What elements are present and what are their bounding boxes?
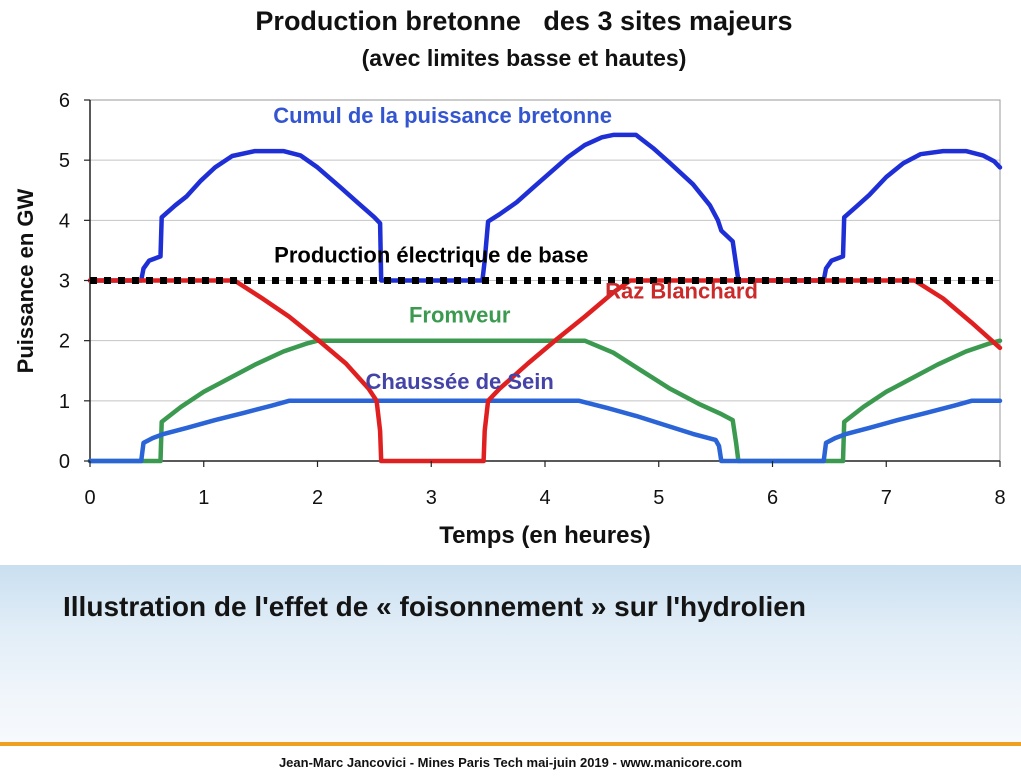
tick-labels: 0 1 2 3 4 5 6 7 8 0 1 2 3 4 5 6 — [59, 90, 1006, 509]
series-line-fromveur — [87, 338, 1003, 464]
series-line-cumul-de-la-puissance-bretonne — [87, 132, 1003, 283]
slide-caption: Illustration de l'effet de « foisonnemen… — [63, 591, 806, 622]
x-tick-label: 5 — [653, 487, 664, 509]
series-lines — [87, 132, 1003, 464]
chart-area: 0 1 2 3 4 5 6 7 8 0 1 2 3 4 5 6 Cumul de la puissance b… — [13, 6, 1006, 549]
annotation-fromveur: Fromveur — [409, 303, 511, 328]
y-tick-label: 5 — [59, 150, 70, 172]
y-tick-label: 1 — [59, 391, 70, 413]
annotation-production-electrique-de-base: Production électrique de base — [274, 242, 588, 267]
annotation-chaussee-de-sein: Chaussée de Sein — [366, 369, 554, 394]
x-tick-label: 2 — [312, 487, 323, 509]
y-tick-label: 6 — [59, 90, 70, 112]
annotation-cumul-de-la-puissance-bretonne: Cumul de la puissance bretonne — [273, 103, 612, 128]
x-tick-label: 6 — [767, 487, 778, 509]
y-axis-label: Puissance en GW — [13, 188, 38, 373]
x-tick-label: 0 — [84, 487, 95, 509]
chart-title: Production bretonne des 3 sites majeurs — [255, 6, 792, 36]
chart-svg: 0 1 2 3 4 5 6 7 8 0 1 2 3 4 5 6 Cumul de la puissance b… — [13, 6, 1006, 549]
y-tick-label: 3 — [59, 271, 70, 293]
series-line-chaussee-de-sein — [87, 398, 1003, 464]
y-tick-label: 4 — [59, 210, 70, 232]
x-tick-label: 8 — [994, 487, 1005, 509]
footer: Jean-Marc Jancovici - Mines Paris Tech m… — [0, 746, 1021, 776]
x-axis-label: Temps (en heures) — [439, 522, 651, 549]
x-tick-label: 7 — [881, 487, 892, 509]
caption-band: Illustration de l'effet de « foisonnemen… — [0, 565, 1021, 745]
x-tick-label: 1 — [198, 487, 209, 509]
series-annotations: Cumul de la puissance bretonne Production… — [273, 103, 758, 394]
y-tick-label: 2 — [59, 331, 70, 353]
annotation-raz-blanchard: Raz Blanchard — [605, 279, 758, 304]
y-tick-label: 0 — [59, 451, 70, 473]
footer-credit: Jean-Marc Jancovici - Mines Paris Tech m… — [278, 755, 743, 770]
x-tick-label: 4 — [539, 487, 550, 509]
chart-subtitle: (avec limites basse et hautes) — [362, 45, 687, 71]
x-tick-label: 3 — [426, 487, 437, 509]
footer-rule — [0, 742, 1021, 746]
